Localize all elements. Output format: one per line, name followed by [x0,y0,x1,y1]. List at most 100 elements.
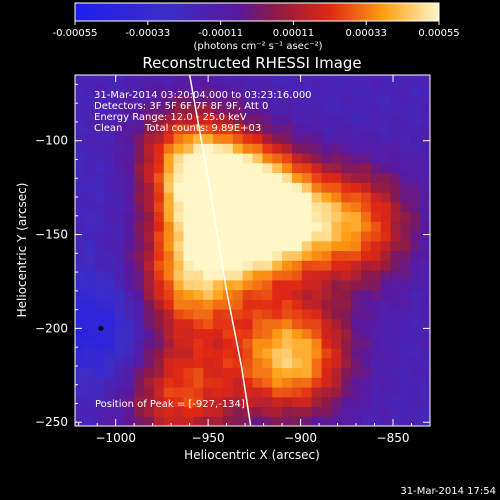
heatmap-cell [321,279,332,291]
heatmap-cell [400,309,411,320]
heatmap-cell [114,348,125,359]
heatmap-cell [193,328,204,339]
heatmap-cell [291,75,303,86]
heatmap-cell [351,153,362,164]
heatmap-cell [153,289,165,300]
heatmap-cell [193,211,204,222]
heatmap-cell [163,299,175,310]
heatmap-cell [301,270,313,281]
heatmap-cell [173,367,185,378]
heatmap-cell [193,289,204,300]
heatmap-cell [193,192,204,203]
heatmap-cell [262,309,273,320]
colorbar-tick-label: 0.00033 [346,28,387,39]
heatmap-cell [75,309,86,320]
heatmap-cell [341,396,352,408]
heatmap-cell [183,299,194,310]
heatmap-cell [75,221,86,232]
heatmap-cell [400,406,411,417]
heatmap-cell [134,143,145,154]
heatmap-cell [311,143,323,154]
heatmap-cell [331,240,342,252]
heatmap-cell [153,123,165,135]
heatmap-cell [272,182,283,193]
heatmap-cell [114,240,125,252]
heatmap-cell [420,299,430,310]
annotation-detectors: Detectors: 3F 5F 6F 7F 8F 9F, Att 0 [94,101,268,112]
heatmap-cell [114,114,125,125]
heatmap-cell [84,387,96,398]
heatmap-cell [173,318,185,330]
heatmap-cell [380,348,392,359]
heatmap-cell [331,123,342,135]
heatmap-cell [282,357,293,369]
heatmap-cell [193,357,204,369]
heatmap-cell [144,289,155,300]
heatmap-cell [134,104,145,115]
heatmap-cell [144,338,155,349]
heatmap-cell [360,289,372,300]
heatmap-cell [390,416,402,426]
heatmap-cell [75,318,86,330]
heatmap-cell [144,182,155,193]
heatmap-cell [360,104,372,115]
heatmap-cell [400,328,411,339]
heatmap-cell [104,192,116,203]
heatmap-cell [410,377,421,388]
heatmap-cell [213,201,224,213]
heatmap-cell [94,201,106,213]
heatmap-cell [272,114,283,125]
heatmap-cell [380,309,392,320]
heatmap-cell [291,357,303,369]
heatmap-cell [360,260,372,271]
heatmap-cell [390,84,402,96]
heatmap-cell [144,367,155,378]
heatmap-cell [124,221,135,232]
heatmap-cell [410,114,421,125]
heatmap-cell [114,143,125,154]
heatmap-cell [262,338,273,349]
heatmap-cell [331,182,342,193]
heatmap-cell [94,318,106,330]
heatmap-cell [252,221,263,232]
heatmap-cell [321,172,332,183]
heatmap-cell [351,299,362,310]
heatmap-cell [380,270,392,281]
heatmap-cell [203,123,214,135]
heatmap-cell [163,123,175,135]
heatmap-cell [114,211,125,222]
heatmap-cell [291,221,303,232]
heatmap-cell [84,143,96,154]
heatmap-cell [341,84,352,96]
heatmap-cell [134,367,145,378]
heatmap-cell [104,250,116,261]
heatmap-cell [232,387,244,398]
heatmap-cell [282,114,293,125]
heatmap-cell [420,367,430,378]
heatmap-cell [272,406,283,417]
heatmap-cell [104,416,116,426]
heatmap-cell [193,172,204,183]
heatmap-cell [331,221,342,232]
heatmap-cell [400,387,411,398]
heatmap-cell [104,328,116,339]
heatmap-cell [252,240,263,252]
heatmap-cell [262,299,273,310]
heatmap-cell [282,143,293,154]
heatmap-cell [420,182,430,193]
heatmap-cell [242,289,254,300]
heatmap-cell [232,270,244,281]
heatmap-cell [321,328,332,339]
heatmap-cell [222,94,234,105]
heatmap-cell [203,367,214,378]
heatmap-cell [360,143,372,154]
heatmap-cell [272,348,283,359]
heatmap-cell [94,396,106,408]
heatmap-cell [94,123,106,135]
heatmap-cell [203,328,214,339]
heatmap-cell [360,367,372,378]
heatmap-cell [282,309,293,320]
heatmap-cell [134,270,145,281]
heatmap-cell [262,153,273,164]
heatmap-cell [213,260,224,271]
